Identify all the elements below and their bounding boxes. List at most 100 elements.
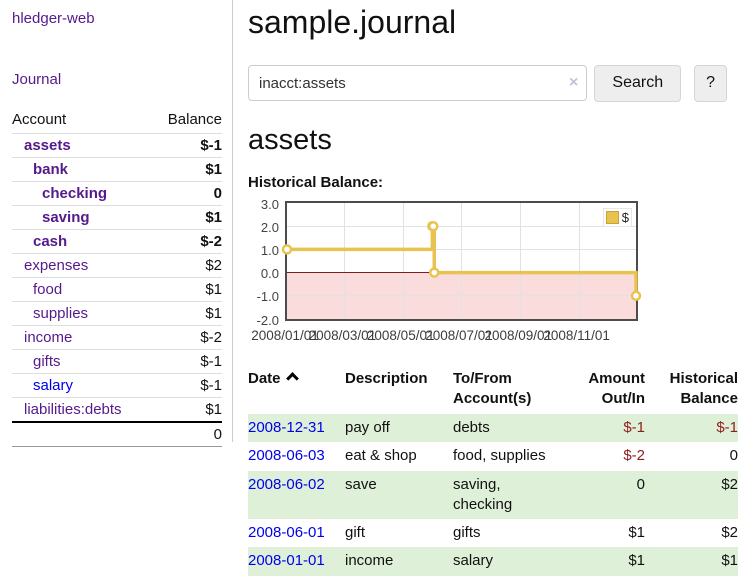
- account-heading: assets: [248, 123, 332, 156]
- chart-plot-area: $: [281, 200, 642, 321]
- historical-balance-chart: 3.0 2.0 1.0 0.0 -1.0 -2.0 $: [248, 197, 727, 328]
- vertical-gridline: [402, 202, 404, 319]
- sidebar-account-link[interactable]: saving: [42, 209, 90, 226]
- transaction-date-link[interactable]: 2008-06-02: [248, 475, 325, 493]
- main-content: sample.journal × Search ? assets Histori…: [233, 0, 738, 582]
- register-table: Date Description To/From Account(s) Amount Ou…: [248, 366, 738, 576]
- account-name-cell: assets: [12, 133, 153, 158]
- account-name-cell: gifts: [12, 349, 153, 374]
- header-line: To/From: [453, 369, 512, 387]
- header-line: Description: [345, 369, 428, 387]
- chart-legend: $: [602, 207, 632, 227]
- account-balance: $-2: [152, 325, 222, 350]
- sidebar-account-link[interactable]: checking: [42, 185, 108, 202]
- search-button[interactable]: Search: [594, 64, 682, 102]
- sort-ascending-icon: [285, 371, 299, 385]
- transaction-accounts: food, supplies: [453, 447, 546, 465]
- brand-link[interactable]: hledger-web: [12, 10, 95, 27]
- account-row: bank $1: [12, 157, 222, 182]
- account-balance: 0: [152, 181, 222, 206]
- transaction-amount: $-2: [623, 447, 645, 465]
- y-tick-label: 1.0: [260, 242, 279, 258]
- transaction-row: 2008-06-02 save saving, checking 0 $2: [248, 470, 738, 520]
- search-input[interactable]: [248, 65, 588, 102]
- account-balance: $-1: [152, 133, 222, 158]
- y-tick-label: -2.0: [256, 312, 279, 328]
- account-row: salary $-1: [12, 373, 222, 398]
- account-name-cell: income: [12, 325, 153, 350]
- register-header-row: Date Description To/From Account(s) Amount Ou…: [248, 366, 738, 415]
- sidebar-account-link[interactable]: gifts: [33, 353, 61, 370]
- help-button[interactable]: ?: [694, 64, 727, 102]
- account-name-cell: checking: [12, 181, 153, 206]
- transaction-amount: $1: [628, 552, 645, 570]
- accounts-total-spacer: [12, 421, 153, 447]
- account-balance: $1: [152, 397, 222, 422]
- data-point-marker: [428, 266, 440, 278]
- transaction-row: 2008-12-31 pay off debts $-1 $-1: [248, 414, 738, 443]
- balance-line-series: [281, 220, 642, 301]
- account-name-cell: liabilities:debts: [12, 397, 153, 422]
- sidebar-account-link[interactable]: income: [24, 329, 73, 346]
- sidebar-account-link[interactable]: assets: [24, 137, 71, 154]
- search-bar: × Search ?: [248, 64, 727, 102]
- transaction-date-cell: 2008-12-31: [248, 414, 345, 442]
- account-row: cash $-2: [12, 229, 222, 254]
- sidebar-account-link[interactable]: cash: [33, 233, 68, 250]
- account-row: checking 0: [12, 181, 222, 206]
- y-tick-label: 2.0: [260, 219, 279, 235]
- account-balance: $1: [152, 157, 222, 182]
- x-tick-label: 2008/07/01: [425, 327, 493, 343]
- sidebar-account-link[interactable]: bank: [33, 161, 69, 178]
- accounts-table: Account Balance assets $-1 bank $1 checking 0…: [12, 108, 222, 447]
- account-name-cell: bank: [12, 157, 153, 182]
- x-tick-label: 2008/01/01: [251, 327, 319, 343]
- account-balance: $1: [152, 301, 222, 326]
- transaction-description: save: [345, 475, 377, 493]
- header-line: Out/In: [601, 389, 645, 407]
- transaction-row: 2008-06-01 gift gifts $1 $2: [248, 519, 738, 547]
- transaction-date-link[interactable]: 2008-06-01: [248, 524, 325, 542]
- account-name-cell: saving: [12, 205, 153, 230]
- sidebar-account-link[interactable]: expenses: [24, 257, 89, 274]
- x-tick-label: 2008/03/01: [308, 327, 377, 343]
- data-point-marker: [428, 220, 439, 232]
- horizontal-gridline: [287, 295, 636, 297]
- header-line: Balance: [680, 389, 738, 407]
- transaction-date-link[interactable]: 2008-01-01: [248, 552, 325, 570]
- x-tick-label: 2008/11/01: [543, 327, 610, 343]
- chart-y-axis: 3.0 2.0 1.0 0.0 -1.0 -2.0: [248, 197, 285, 328]
- x-tick-label: 2008/05/01: [366, 327, 435, 343]
- register-column-header-amount: Amount Out/In: [565, 366, 645, 415]
- transaction-date-link[interactable]: 2008-12-31: [248, 419, 325, 437]
- transaction-date-link[interactable]: 2008-06-03: [248, 447, 325, 465]
- register-column-header-date[interactable]: Date: [248, 366, 345, 415]
- sidebar: hledger-web Journal Account Balance asse…: [0, 0, 233, 447]
- account-row: gifts $-1: [12, 349, 222, 374]
- clear-search-icon[interactable]: ×: [569, 74, 579, 92]
- account-rows: assets $-1 bank $1 checking 0 saving $1 cash $-2 e…: [12, 133, 222, 422]
- register-column-header-accounts: To/From Account(s): [453, 366, 565, 415]
- chart-section-label: Historical Balance:: [248, 173, 384, 191]
- chart-plot-inner: [281, 202, 642, 319]
- transaction-accounts: salary: [453, 552, 494, 570]
- sidebar-item-journal[interactable]: Journal: [12, 71, 62, 88]
- sidebar-account-link[interactable]: supplies: [33, 305, 89, 322]
- transaction-row: 2008-01-01 income salary $1 $1: [248, 547, 738, 576]
- sidebar-account-link[interactable]: food: [33, 281, 63, 298]
- header-line: Account(s): [453, 389, 532, 407]
- transaction-accounts: saving, checking: [453, 475, 513, 513]
- transaction-accounts: gifts: [453, 524, 481, 542]
- header-line: Historical: [669, 369, 738, 387]
- register-rows: 2008-12-31 pay off debts $-1 $-1 2008-06-03 ea…: [248, 414, 738, 576]
- y-tick-label: 3.0: [260, 196, 279, 212]
- transaction-date-cell: 2008-06-02: [248, 471, 345, 520]
- data-point-marker: [630, 290, 642, 301]
- sidebar-account-link[interactable]: liabilities:debts: [24, 401, 122, 418]
- y-tick-label: -1.0: [256, 289, 279, 305]
- sidebar-account-link[interactable]: salary: [33, 377, 74, 394]
- accounts-header-account: Account: [12, 111, 67, 128]
- search-input-wrap: ×: [248, 65, 588, 102]
- account-balance: $-1: [152, 349, 222, 374]
